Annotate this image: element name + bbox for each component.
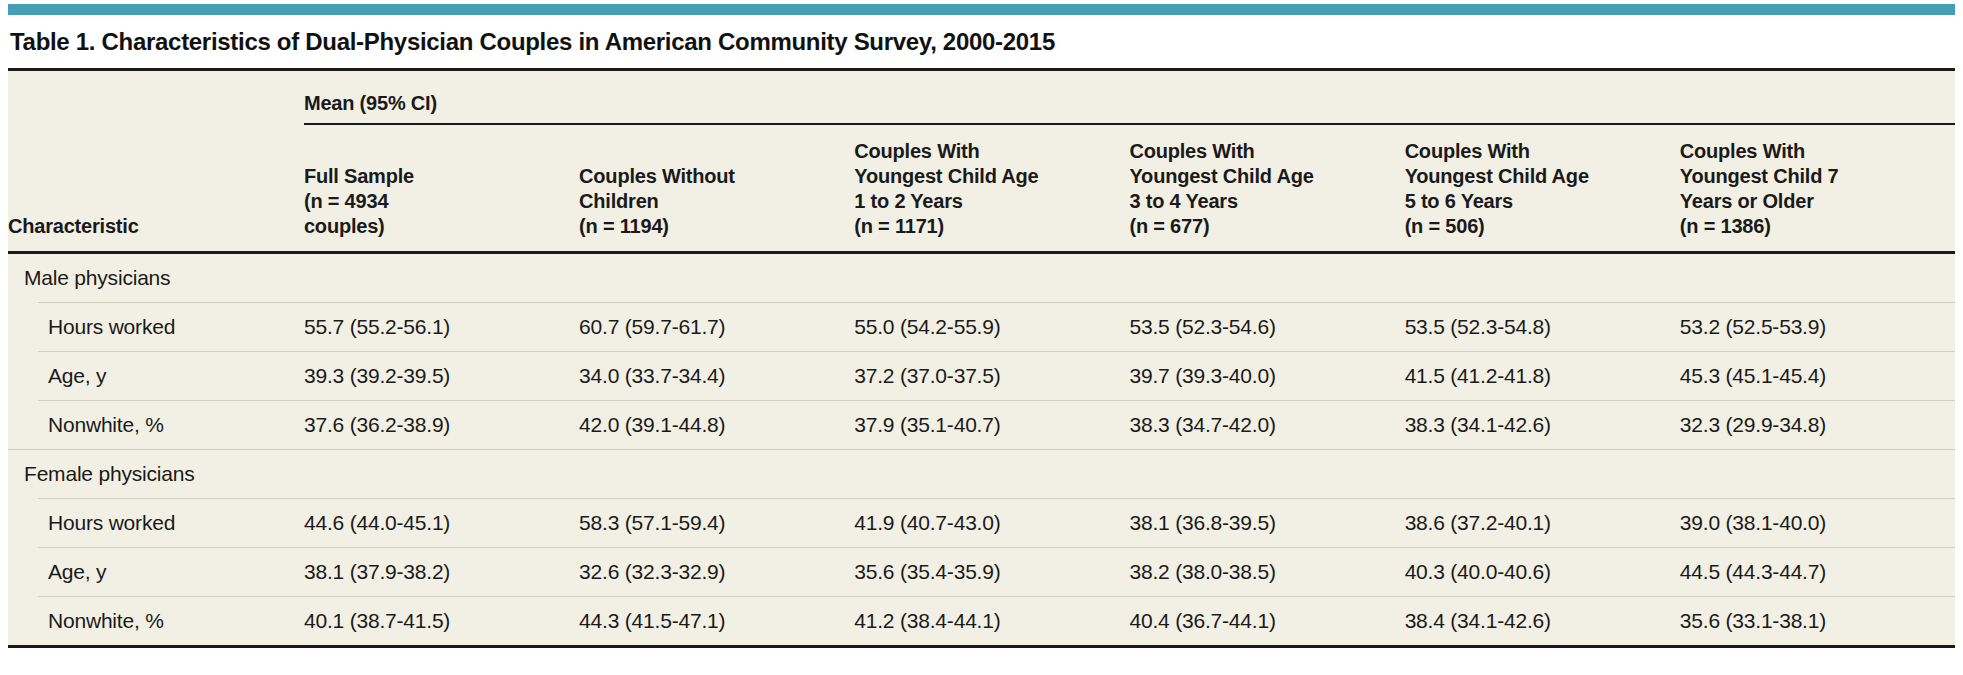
cell-value: 38.1 (36.8-39.5)	[1129, 498, 1404, 547]
table-row: Age, y39.3 (39.2-39.5)34.0 (33.7-34.4)37…	[8, 351, 1955, 400]
column-header-child-3-4: Couples With Youngest Child Age 3 to 4 Y…	[1129, 125, 1404, 254]
page-frame: Table 1. Characteristics of Dual-Physici…	[8, 4, 1955, 648]
row-label: Age, y	[8, 547, 304, 596]
cell-value: 38.2 (38.0-38.5)	[1129, 547, 1404, 596]
cell-value: 37.2 (37.0-37.5)	[854, 351, 1129, 400]
cell-value: 44.6 (44.0-45.1)	[304, 498, 579, 547]
title-block: Table 1. Characteristics of Dual-Physici…	[8, 15, 1955, 71]
cell-value: 35.6 (35.4-35.9)	[854, 547, 1129, 596]
cell-value: 58.3 (57.1-59.4)	[579, 498, 854, 547]
page-title: Table 1. Characteristics of Dual-Physici…	[10, 28, 1953, 56]
cell-value: 40.1 (38.7-41.5)	[304, 596, 579, 645]
table-row: Nonwhite, %37.6 (36.2-38.9)42.0 (39.1-44…	[8, 400, 1955, 449]
characteristics-table: Mean (95% CI) Characteristic Full Sample…	[8, 71, 1955, 645]
cell-value: 55.7 (55.2-56.1)	[304, 302, 579, 351]
corner-cell	[8, 71, 304, 125]
section-row: Male physicians	[8, 254, 1955, 302]
section-label: Male physicians	[8, 254, 1955, 302]
cell-value: 37.9 (35.1-40.7)	[854, 400, 1129, 449]
cell-value: 38.1 (37.9-38.2)	[304, 547, 579, 596]
column-header-child-7-older: Couples With Youngest Child 7 Years or O…	[1680, 125, 1955, 254]
cell-value: 40.4 (36.7-44.1)	[1129, 596, 1404, 645]
cell-value: 38.4 (34.1-42.6)	[1405, 596, 1680, 645]
section-label: Female physicians	[8, 449, 1955, 498]
cell-value: 39.3 (39.2-39.5)	[304, 351, 579, 400]
column-header-row: Characteristic Full Sample (n = 4934 cou…	[8, 125, 1955, 254]
row-label: Hours worked	[8, 498, 304, 547]
cell-value: 35.6 (33.1-38.1)	[1680, 596, 1955, 645]
span-header-row: Mean (95% CI)	[8, 71, 1955, 125]
span-header-mean-ci: Mean (95% CI)	[304, 71, 1955, 125]
column-header-child-5-6: Couples With Youngest Child Age 5 to 6 Y…	[1405, 125, 1680, 254]
cell-value: 37.6 (36.2-38.9)	[304, 400, 579, 449]
row-label: Hours worked	[8, 302, 304, 351]
section-row: Female physicians	[8, 449, 1955, 498]
table-row: Age, y38.1 (37.9-38.2)32.6 (32.3-32.9)35…	[8, 547, 1955, 596]
cell-value: 41.5 (41.2-41.8)	[1405, 351, 1680, 400]
accent-bar	[8, 4, 1955, 15]
column-header-without-children: Couples Without Children (n = 1194)	[579, 125, 854, 254]
cell-value: 44.3 (41.5-47.1)	[579, 596, 854, 645]
row-label: Age, y	[8, 351, 304, 400]
cell-value: 44.5 (44.3-44.7)	[1680, 547, 1955, 596]
cell-value: 53.2 (52.5-53.9)	[1680, 302, 1955, 351]
cell-value: 53.5 (52.3-54.8)	[1405, 302, 1680, 351]
row-label: Nonwhite, %	[8, 400, 304, 449]
column-header-characteristic: Characteristic	[8, 125, 304, 254]
table-body: Male physiciansHours worked55.7 (55.2-56…	[8, 254, 1955, 645]
table-row: Hours worked55.7 (55.2-56.1)60.7 (59.7-6…	[8, 302, 1955, 351]
cell-value: 41.2 (38.4-44.1)	[854, 596, 1129, 645]
table-wrap: Mean (95% CI) Characteristic Full Sample…	[8, 71, 1955, 648]
cell-value: 38.3 (34.1-42.6)	[1405, 400, 1680, 449]
cell-value: 34.0 (33.7-34.4)	[579, 351, 854, 400]
cell-value: 40.3 (40.0-40.6)	[1405, 547, 1680, 596]
cell-value: 39.0 (38.1-40.0)	[1680, 498, 1955, 547]
cell-value: 55.0 (54.2-55.9)	[854, 302, 1129, 351]
column-header-full-sample: Full Sample (n = 4934 couples)	[304, 125, 579, 254]
cell-value: 60.7 (59.7-61.7)	[579, 302, 854, 351]
cell-value: 38.6 (37.2-40.1)	[1405, 498, 1680, 547]
column-header-child-1-2: Couples With Youngest Child Age 1 to 2 Y…	[854, 125, 1129, 254]
cell-value: 39.7 (39.3-40.0)	[1129, 351, 1404, 400]
table-row: Nonwhite, %40.1 (38.7-41.5)44.3 (41.5-47…	[8, 596, 1955, 645]
table-row: Hours worked44.6 (44.0-45.1)58.3 (57.1-5…	[8, 498, 1955, 547]
cell-value: 41.9 (40.7-43.0)	[854, 498, 1129, 547]
cell-value: 32.3 (29.9-34.8)	[1680, 400, 1955, 449]
cell-value: 42.0 (39.1-44.8)	[579, 400, 854, 449]
cell-value: 45.3 (45.1-45.4)	[1680, 351, 1955, 400]
table-head: Mean (95% CI) Characteristic Full Sample…	[8, 71, 1955, 254]
row-label: Nonwhite, %	[8, 596, 304, 645]
cell-value: 32.6 (32.3-32.9)	[579, 547, 854, 596]
cell-value: 38.3 (34.7-42.0)	[1129, 400, 1404, 449]
cell-value: 53.5 (52.3-54.6)	[1129, 302, 1404, 351]
